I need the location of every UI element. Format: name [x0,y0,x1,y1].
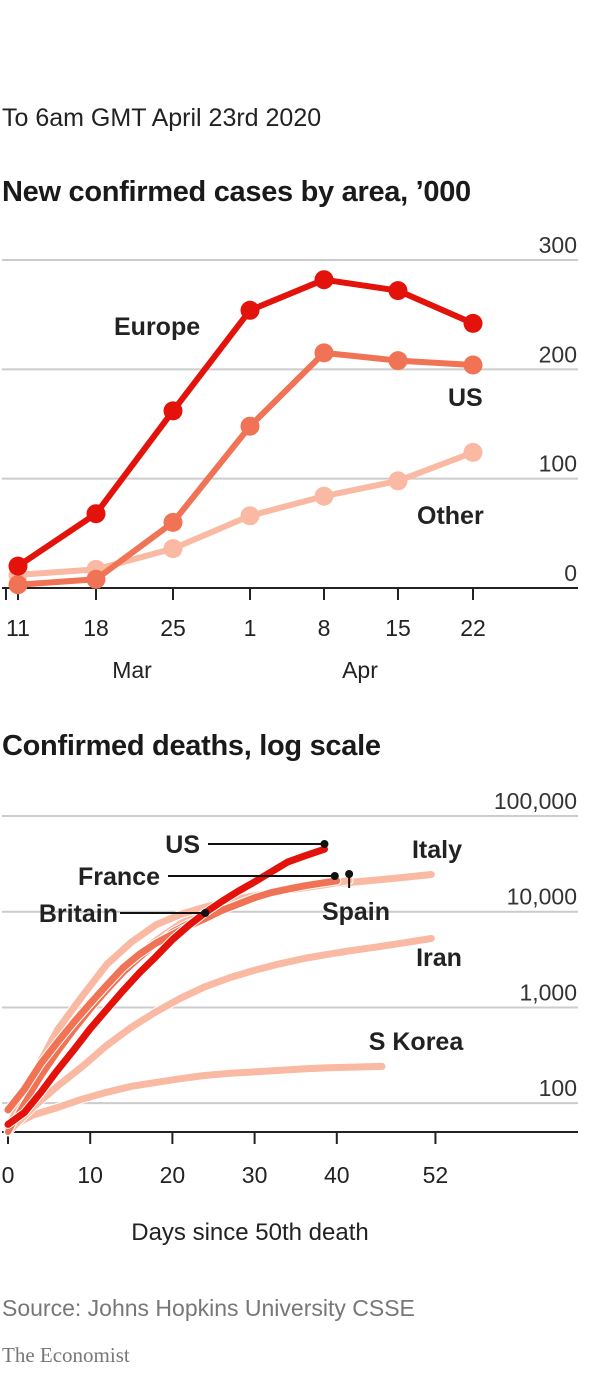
x-tick-label: 0 [2,1162,15,1188]
series-label: Italy [412,836,462,864]
chart2-title: Confirmed deaths, log scale [2,730,381,762]
data-point [314,486,334,506]
x-tick-label: 18 [83,615,109,641]
y-tick-label: 100,000 [494,788,577,814]
data-point [388,351,408,371]
x-tick-label: 30 [242,1162,268,1188]
x-tick-label: 52 [423,1162,449,1188]
data-point [163,512,183,532]
series-label: Britain [39,900,118,928]
x-tick-label: 11 [6,615,30,641]
data-point [163,539,183,559]
x-tick-label: 22 [460,615,486,641]
x-tick-label: 15 [385,615,411,641]
series-label: US [448,384,483,412]
data-point [314,343,334,363]
data-point [240,506,260,526]
x-tick-label: 8 [318,615,331,641]
data-point [463,442,483,462]
series-label: US [165,831,200,859]
series-label: Europe [114,313,200,341]
x-axis-title: Days since 50th death [131,1219,368,1246]
end-marker [320,840,329,848]
series-label: S Korea [369,1028,465,1056]
series-label: Spain [322,898,390,926]
x-tick-label: 1 [244,615,257,641]
data-point [163,401,183,421]
y-tick-label: 300 [539,232,577,258]
y-tick-label: 100 [539,451,577,477]
y-tick-label: 200 [539,341,577,367]
brand-logo: The Economist [2,1343,130,1367]
series-line [15,349,476,588]
date-note: To 6am GMT April 23rd 2020 [2,104,322,132]
data-point [240,416,260,436]
data-point [314,270,334,290]
data-point [463,313,483,333]
data-point [388,281,408,301]
series-label: Iran [416,944,462,972]
x-month-label: Mar [112,657,152,683]
end-marker [330,872,339,880]
data-point [388,471,408,491]
source-note: Source: Johns Hopkins University CSSE [2,1295,415,1321]
data-point [8,556,28,576]
x-month-label: Apr [342,657,378,683]
data-point [463,355,483,375]
y-tick-label: 10,000 [507,884,577,910]
x-tick-label: 40 [324,1162,350,1188]
series-line [4,935,435,1136]
x-tick-label: 10 [77,1162,103,1188]
series-label: France [78,863,160,891]
data-point [86,504,106,524]
y-tick-label: 100 [539,1075,577,1101]
data-point [86,569,106,589]
deaths-chart: 100 1,000 10,000 100,000 0 10 20 30 40 52 Days sin… [2,788,578,1246]
series-line [4,1062,386,1132]
series-label: Other [417,502,484,530]
data-point [8,575,28,595]
series-line [4,845,328,1128]
x-tick-label: 20 [160,1162,186,1188]
x-tick-label: 25 [160,615,186,641]
data-point [240,300,260,320]
y-tick-label: 0 [564,560,577,586]
chart1-title: New confirmed cases by area, ’000 [2,176,471,208]
end-marker [345,870,354,878]
end-marker [201,909,210,917]
y-tick-label: 1,000 [519,979,577,1005]
